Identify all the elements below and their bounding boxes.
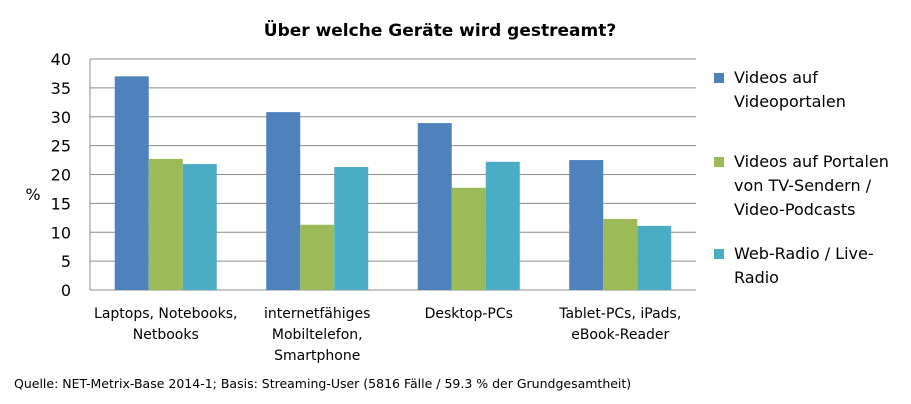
- bar: [300, 224, 335, 290]
- x-category-label: Desktop-PCs: [425, 306, 513, 322]
- bar: [148, 158, 183, 290]
- legend-label: Videos auf Videoportalen: [734, 68, 846, 111]
- x-axis-categories: Laptops, Notebooks, Netbooks internetfähig…: [94, 306, 681, 364]
- y-tick-label: 5: [61, 252, 71, 271]
- x-category-label: Tablet-PCs, iPads, eBook-Reader: [558, 306, 681, 343]
- bar: [417, 123, 452, 290]
- x-category-label: Laptops, Notebooks, Netbooks: [94, 306, 237, 343]
- bar: [569, 160, 604, 290]
- bar: [451, 187, 486, 290]
- y-tick-label: 0: [61, 281, 71, 300]
- bar: [485, 161, 520, 290]
- y-tick-label: 40: [51, 50, 71, 69]
- y-axis-label: %: [25, 185, 40, 204]
- y-tick-label: 25: [51, 137, 71, 156]
- bars: [114, 76, 672, 290]
- legend: Videos auf Videoportalen Videos auf Portal…: [714, 68, 889, 287]
- legend-swatch: [714, 157, 724, 167]
- bar: [637, 225, 672, 290]
- bar: [266, 112, 301, 290]
- source-note: Quelle: NET-Metrix-Base 2014-1; Basis: S…: [14, 376, 632, 391]
- x-category-label: internetfähiges Mobiltelefon, Smartphone: [264, 306, 370, 364]
- bar: [114, 76, 149, 290]
- y-tick-label: 15: [51, 194, 71, 213]
- bar: [182, 164, 217, 290]
- legend-label: Videos auf Portalen von TV-Sendern / Video…: [734, 152, 889, 219]
- chart-title: Über welche Geräte wird gestreamt?: [264, 19, 616, 41]
- y-tick-label: 35: [51, 79, 71, 98]
- bar: [334, 166, 369, 290]
- legend-swatch: [714, 249, 724, 259]
- y-tick-label: 20: [51, 166, 71, 185]
- y-tick-label: 10: [51, 223, 71, 242]
- y-tick-label: 30: [51, 108, 71, 127]
- y-axis-ticks: 0 5 10 15 20 25 30 35 40: [51, 50, 71, 300]
- legend-swatch: [714, 73, 724, 83]
- bar: [603, 218, 638, 290]
- legend-label: Web-Radio / Live-Radio: [734, 244, 874, 287]
